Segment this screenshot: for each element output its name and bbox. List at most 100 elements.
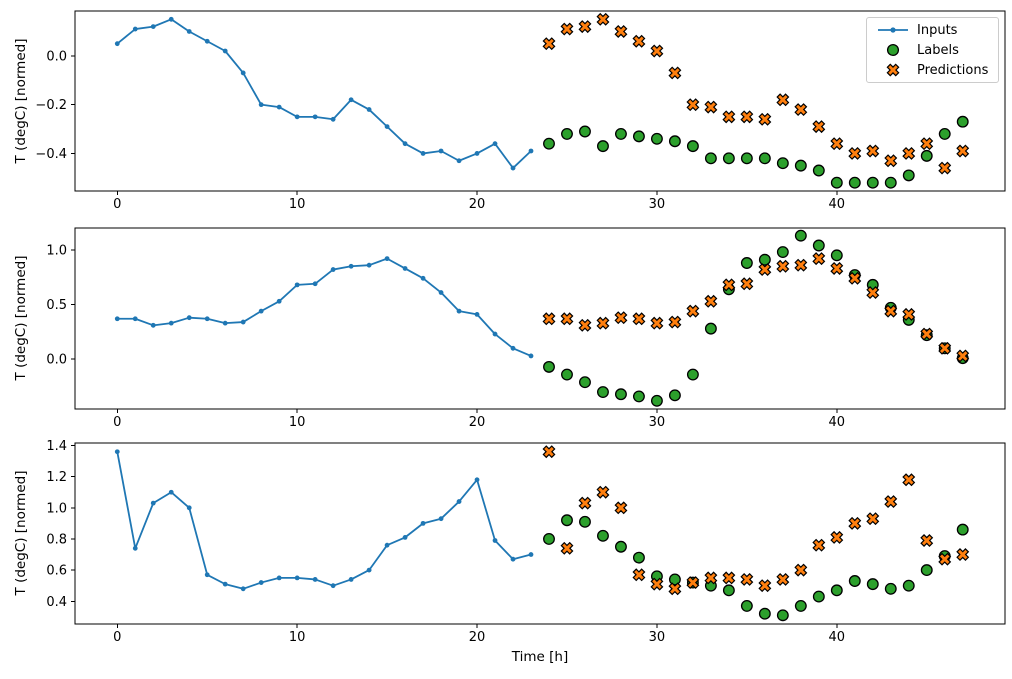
label-marker — [848, 575, 861, 587]
prediction-marker — [812, 252, 826, 266]
inputs-series — [114, 449, 534, 592]
prediction-marker — [668, 582, 682, 596]
label-marker — [561, 368, 573, 381]
label-marker — [614, 388, 627, 401]
label-marker — [920, 564, 933, 577]
prediction-marker — [956, 349, 970, 363]
inputs-point — [528, 552, 534, 557]
prediction-marker — [722, 110, 736, 124]
inputs-point — [240, 70, 246, 76]
label-marker — [830, 249, 843, 262]
y-tick-label: 1.4 — [46, 439, 67, 454]
label-marker — [543, 360, 555, 373]
subplot-1: 0 10 20 30 40 0.0 −0.2 −0.4 — [35, 10, 1006, 212]
inputs-point — [294, 114, 300, 120]
inputs-point — [114, 449, 120, 455]
label-marker — [902, 579, 915, 592]
prediction-marker — [830, 530, 844, 544]
x-tick-label: 40 — [829, 197, 846, 212]
prediction-marker — [938, 341, 952, 355]
label-marker — [956, 523, 969, 536]
prediction-marker — [560, 22, 574, 36]
inputs-point — [294, 282, 300, 288]
x-tick-label: 10 — [289, 415, 306, 430]
label-marker — [902, 169, 915, 182]
inputs-point — [438, 516, 444, 522]
label-marker — [776, 157, 789, 170]
inputs-point — [240, 319, 246, 325]
label-marker — [866, 176, 879, 189]
inputs-point — [240, 586, 246, 592]
inputs-series — [114, 16, 534, 171]
prediction-marker — [632, 568, 646, 582]
inputs-point — [366, 567, 372, 573]
label-marker — [740, 257, 753, 269]
inputs-point — [132, 316, 138, 322]
y-tick-label: 1.0 — [46, 243, 67, 258]
x-tick-label: 40 — [829, 630, 846, 645]
label-marker — [758, 607, 771, 620]
inputs-point — [150, 500, 156, 506]
prediction-marker — [866, 144, 880, 158]
inputs-point — [222, 320, 228, 326]
inputs-point — [330, 267, 336, 272]
x-tick-label: 10 — [289, 197, 306, 212]
label-marker — [848, 176, 861, 189]
label-marker — [776, 609, 789, 622]
prediction-marker — [650, 577, 664, 591]
prediction-marker — [902, 146, 916, 160]
inputs-point — [384, 124, 390, 130]
legend-item-predictions: Predictions — [867, 60, 998, 80]
label-marker — [830, 176, 843, 189]
prediction-marker — [830, 261, 844, 275]
legend-label-predictions: Predictions — [917, 62, 989, 78]
label-marker — [543, 533, 555, 545]
x-tick-label: 20 — [469, 197, 486, 212]
labels-circle-icon — [886, 43, 900, 57]
prediction-marker — [542, 445, 556, 459]
inputs-point — [492, 538, 498, 543]
labels-series — [543, 514, 969, 622]
label-marker — [686, 368, 699, 381]
y-tick-label: 0.8 — [46, 532, 67, 547]
prediction-marker — [578, 318, 592, 332]
inputs-line-dot-icon — [878, 27, 908, 33]
label-marker — [830, 584, 843, 597]
inputs-point — [384, 542, 390, 548]
inputs-point — [312, 281, 318, 287]
label-marker — [561, 127, 573, 140]
inputs-point — [474, 311, 480, 317]
inputs-point — [456, 308, 462, 314]
axes-frame — [74, 442, 1006, 625]
inputs-point — [366, 107, 372, 112]
predictions-series — [542, 252, 970, 363]
prediction-marker — [938, 552, 952, 566]
legend-item-inputs: Inputs — [867, 20, 998, 40]
inputs-point — [402, 141, 408, 147]
x-tick-label: 0 — [113, 197, 121, 212]
inputs-point — [348, 577, 354, 582]
inputs-point — [420, 520, 426, 526]
prediction-marker — [668, 315, 682, 329]
y-tick-label: 1.0 — [46, 501, 67, 516]
prediction-marker — [848, 271, 862, 285]
label-marker — [668, 389, 681, 402]
inputs-point — [348, 97, 354, 103]
label-marker — [776, 246, 789, 259]
predictions-x-icon — [886, 63, 900, 77]
prediction-marker — [866, 286, 880, 299]
prediction-marker — [758, 112, 772, 126]
y-tick-label: 0.5 — [46, 298, 67, 313]
inputs-point — [456, 499, 462, 504]
prediction-marker — [920, 327, 934, 341]
label-marker — [579, 376, 591, 389]
inputs-point — [222, 48, 228, 54]
x-tick-label: 20 — [469, 630, 486, 645]
prediction-marker — [722, 571, 736, 585]
label-marker — [794, 159, 807, 172]
prediction-marker — [884, 154, 898, 168]
prediction-marker — [812, 538, 826, 552]
inputs-point — [186, 505, 192, 511]
x-tick-label: 40 — [829, 415, 846, 430]
label-marker — [956, 115, 969, 128]
